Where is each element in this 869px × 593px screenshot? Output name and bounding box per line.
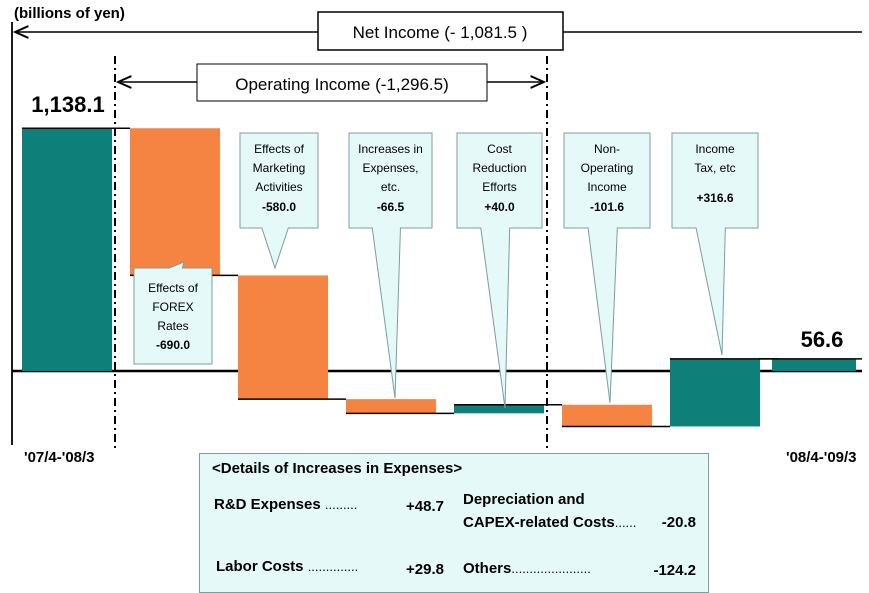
waterfall-bar bbox=[22, 128, 112, 371]
callout-label: Activities bbox=[255, 180, 302, 194]
net-income-box bbox=[317, 11, 564, 51]
callout-label: etc. bbox=[381, 180, 400, 194]
details-item-value: +48.7 bbox=[406, 498, 444, 515]
start-period-label: '07/4-'08/3 bbox=[24, 449, 95, 466]
callout-label: Rates bbox=[157, 319, 188, 333]
net-income-label: Net Income (- 1,081.5 ) bbox=[353, 23, 528, 42]
callout-box bbox=[133, 261, 213, 365]
operating-income-label: Operating Income (-1,296.5) bbox=[235, 75, 449, 94]
callout-box bbox=[563, 132, 651, 404]
waterfall-bar bbox=[454, 404, 544, 414]
callout-value: +316.6 bbox=[696, 191, 733, 205]
callout-label: Cost bbox=[487, 142, 512, 156]
details-item-label: Depreciation and bbox=[463, 491, 585, 508]
callout-value: -66.5 bbox=[377, 200, 405, 214]
callout-label: Income bbox=[695, 142, 735, 156]
waterfall-bar bbox=[670, 358, 760, 427]
callout-label: Reduction bbox=[472, 161, 526, 175]
details-item-value: -124.2 bbox=[653, 562, 696, 579]
callout-label: Non- bbox=[594, 142, 620, 156]
expense-details-box: <Details of Increases in Expenses> R&D E… bbox=[199, 453, 709, 593]
waterfall-bar bbox=[562, 404, 652, 427]
callout-label: Income bbox=[587, 180, 627, 194]
details-item-label: CAPEX-related Costs...... bbox=[463, 514, 637, 531]
operating-income-box bbox=[196, 63, 488, 102]
waterfall-bar bbox=[130, 128, 220, 276]
callout-value: +40.0 bbox=[484, 200, 515, 214]
waterfall-bar bbox=[772, 358, 856, 371]
details-heading: <Details of Increases in Expenses> bbox=[212, 460, 463, 477]
callout-box bbox=[671, 132, 759, 356]
details-item-value: -20.8 bbox=[661, 514, 696, 531]
waterfall-bar bbox=[238, 275, 328, 400]
callout-value: -101.6 bbox=[590, 200, 624, 214]
unit-label: (billions of yen) bbox=[14, 5, 125, 22]
details-item-label: Others...................... bbox=[463, 560, 591, 577]
callout-label: Efforts bbox=[482, 180, 516, 194]
details-item-value: +29.8 bbox=[406, 561, 444, 578]
start-value-label: 1,138.1 bbox=[31, 92, 104, 117]
details-item-label: Labor Costs .............. bbox=[216, 558, 359, 575]
callout-label: Effects of bbox=[148, 281, 198, 295]
callout-box bbox=[456, 132, 543, 409]
details-item-label: R&D Expenses ......... bbox=[214, 496, 358, 513]
callout-label: Increases in bbox=[358, 142, 423, 156]
callout-label: Expenses, bbox=[362, 161, 418, 175]
callout-label: Marketing bbox=[253, 161, 306, 175]
callout-label: FOREX bbox=[152, 300, 193, 314]
callout-box bbox=[348, 132, 433, 399]
callout-value: -690.0 bbox=[156, 338, 190, 352]
callout-label: Tax, etc bbox=[694, 161, 735, 175]
callout-box bbox=[239, 132, 319, 270]
callout-value: -580.0 bbox=[262, 200, 296, 214]
end-value-label: 56.6 bbox=[801, 327, 844, 352]
end-period-label: '08/4-'09/3 bbox=[786, 449, 857, 466]
callout-label: Operating bbox=[581, 161, 634, 175]
callout-label: Effects of bbox=[254, 142, 304, 156]
waterfall-bar bbox=[346, 399, 436, 414]
